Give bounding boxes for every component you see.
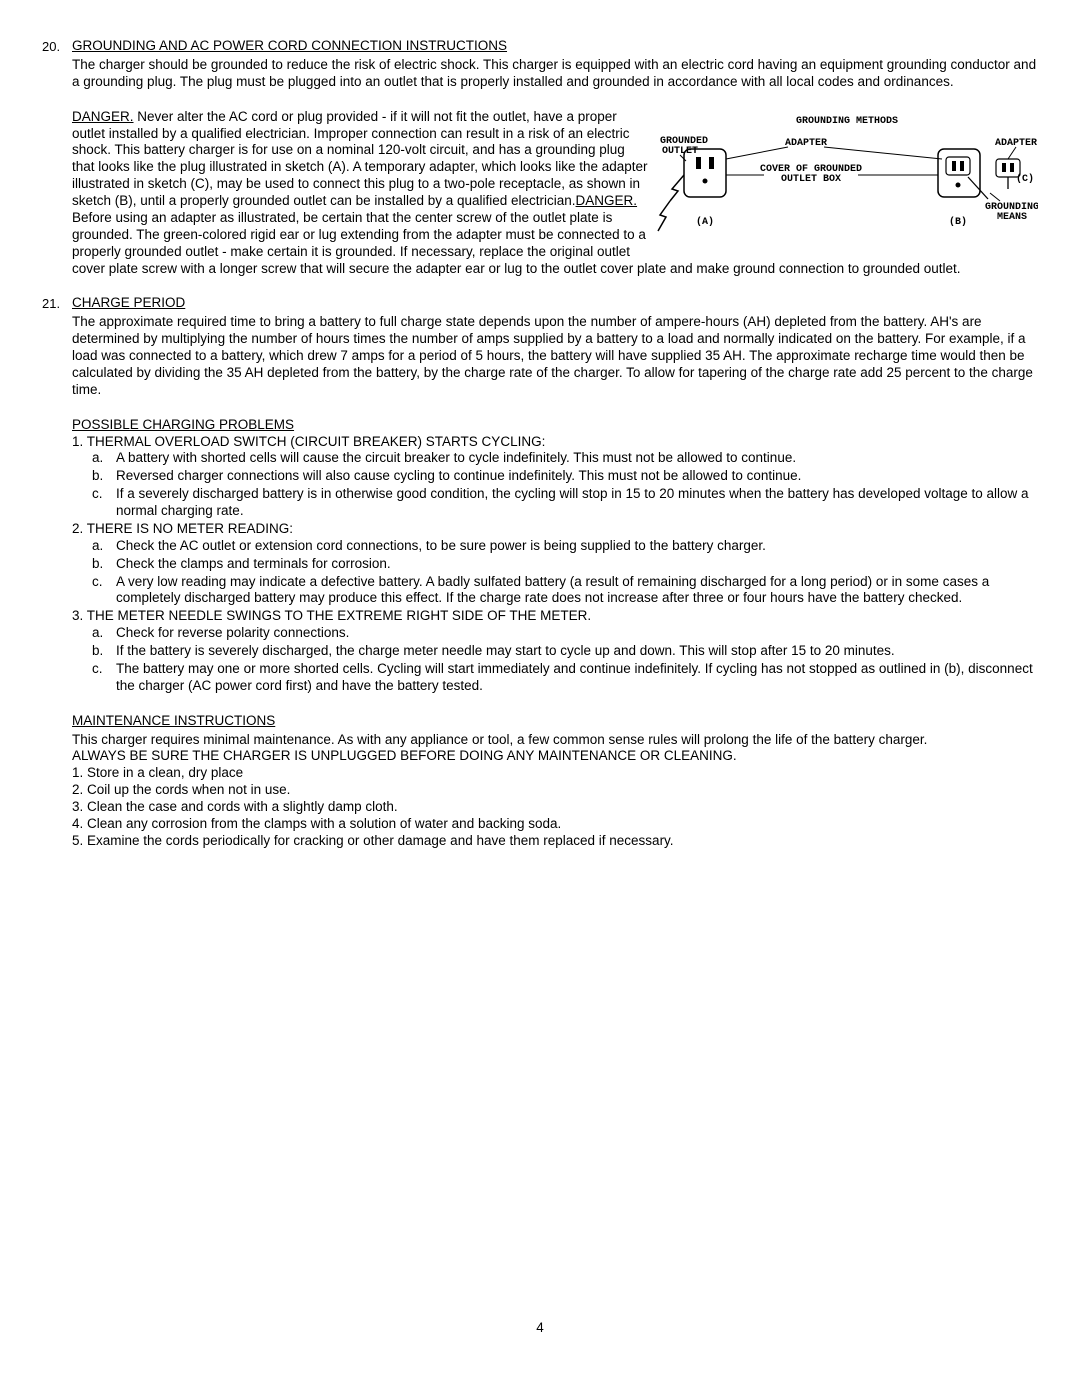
problems-group2: 2. THERE IS NO METER READING: a.Check th… (72, 521, 1038, 607)
diagram-label-a: (A) (696, 216, 714, 228)
section-20: 20. GROUNDING AND AC POWER CORD CONNECTI… (42, 38, 1038, 277)
section-20-danger-block: GROUNDING METHODS (A) GROUNDED OUTLET (72, 109, 1038, 278)
diagram-title: GROUNDING METHODS (796, 116, 898, 127)
list-item: b.If the battery is severely discharged,… (92, 643, 1038, 660)
list-marker: c. (92, 661, 116, 695)
list-item: a.Check for reverse polarity connections… (92, 625, 1038, 642)
g2-a: Check the AC outlet or extension cord co… (116, 538, 1038, 555)
section-21-para: The approximate required time to bring a… (72, 314, 1038, 398)
problems-heading: POSSIBLE CHARGING PROBLEMS (72, 417, 294, 432)
problems-g3-title: 3. THE METER NEEDLE SWINGS TO THE EXTREM… (72, 608, 1038, 625)
section-maintenance: MAINTENANCE INSTRUCTIONS This charger re… (72, 713, 1038, 850)
section-21-heading: CHARGE PERIOD (72, 295, 185, 310)
danger1-label: DANGER. (72, 109, 134, 124)
problems-group1: 1. THERMAL OVERLOAD SWITCH (CIRCUIT BREA… (72, 434, 1038, 520)
grounding-diagram-svg: GROUNDING METHODS (A) GROUNDED OUTLET (656, 109, 1038, 249)
list-item: a.A battery with shorted cells will caus… (92, 450, 1038, 467)
list-marker: a. (92, 450, 116, 467)
diagram-label-adapter: ADAPTER (785, 138, 827, 149)
list-marker: c. (92, 574, 116, 608)
list-item: b.Check the clamps and terminals for cor… (92, 556, 1038, 573)
section-21-number: 21. (42, 295, 72, 398)
g1-c: If a severely discharged battery is in o… (116, 486, 1038, 520)
list-marker: c. (92, 486, 116, 520)
section-21-content: CHARGE PERIOD The approximate required t… (72, 295, 1038, 398)
list-marker: a. (92, 538, 116, 555)
diagram-label-b: (B) (949, 216, 967, 228)
list-item: a.Check the AC outlet or extension cord … (92, 538, 1038, 555)
list-marker: a. (92, 625, 116, 642)
section-21: 21. CHARGE PERIOD The approximate requir… (42, 295, 1038, 398)
problems-group3: 3. THE METER NEEDLE SWINGS TO THE EXTREM… (72, 608, 1038, 694)
section-20-number: 20. (42, 38, 72, 277)
list-item: b.Reversed charger connections will also… (92, 468, 1038, 485)
maintenance-item: 4. Clean any corrosion from the clamps w… (72, 816, 1038, 833)
maintenance-item: 2. Coil up the cords when not in use. (72, 782, 1038, 799)
diagram-label-cover2: OUTLET BOX (781, 174, 841, 185)
maintenance-heading: MAINTENANCE INSTRUCTIONS (72, 713, 275, 728)
maintenance-intro: This charger requires minimal maintenanc… (72, 732, 1038, 749)
list-marker: b. (92, 556, 116, 573)
section-20-heading: GROUNDING AND AC POWER CORD CONNECTION I… (72, 38, 507, 53)
maintenance-warn: ALWAYS BE SURE THE CHARGER IS UNPLUGGED … (72, 748, 1038, 765)
diagram-label-gm2: MEANS (997, 212, 1027, 223)
section-20-intro: The charger should be grounded to reduce… (72, 57, 1038, 91)
page-number: 4 (0, 1320, 1080, 1337)
g1-b: Reversed charger connections will also c… (116, 468, 1038, 485)
list-item: c.A very low reading may indicate a defe… (92, 574, 1038, 608)
problems-g2-title: 2. THERE IS NO METER READING: (72, 521, 1038, 538)
list-item: c.If a severely discharged battery is in… (92, 486, 1038, 520)
section-problems: POSSIBLE CHARGING PROBLEMS 1. THERMAL OV… (72, 417, 1038, 695)
g3-b: If the battery is severely discharged, t… (116, 643, 1038, 660)
list-marker: b. (92, 468, 116, 485)
danger2-label: DANGER. (576, 193, 638, 208)
page: 20. GROUNDING AND AC POWER CORD CONNECTI… (0, 0, 1080, 1397)
list-item: c.The battery may one or more shorted ce… (92, 661, 1038, 695)
danger1-text-a: Never alter the AC cord or plug provided… (72, 109, 648, 208)
g2-b: Check the clamps and terminals for corro… (116, 556, 1038, 573)
g3-a: Check for reverse polarity connections. (116, 625, 1038, 642)
diagram-label-c: (C) (1016, 173, 1034, 185)
g3-c: The battery may one or more shorted cell… (116, 661, 1038, 695)
maintenance-item: 1. Store in a clean, dry place (72, 765, 1038, 782)
list-marker: b. (92, 643, 116, 660)
maintenance-item: 3. Clean the case and cords with a sligh… (72, 799, 1038, 816)
g1-a: A battery with shorted cells will cause … (116, 450, 1038, 467)
problems-g1-title: 1. THERMAL OVERLOAD SWITCH (CIRCUIT BREA… (72, 434, 1038, 451)
maintenance-item: 5. Examine the cords periodically for cr… (72, 833, 1038, 850)
grounding-diagram: GROUNDING METHODS (A) GROUNDED OUTLET (656, 109, 1038, 254)
section-20-content: GROUNDING AND AC POWER CORD CONNECTION I… (72, 38, 1038, 277)
g2-c: A very low reading may indicate a defect… (116, 574, 1038, 608)
